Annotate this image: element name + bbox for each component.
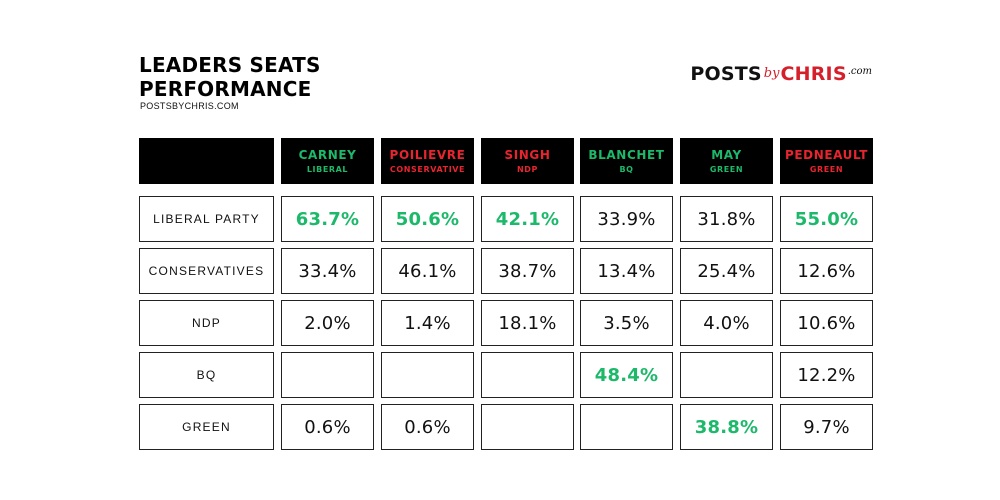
value-text: 0.6% (404, 416, 451, 438)
column-header-leader: MAY (711, 147, 742, 162)
value-cell-green-may: 38.8% (680, 404, 773, 450)
value-cell-liberal-party-blanchet: 33.9% (580, 196, 673, 242)
value-cell-conservatives-pedneault: 12.6% (780, 248, 873, 294)
value-cell-liberal-party-poilievre: 50.6% (381, 196, 474, 242)
title-line-1: LEADERS SEATS (139, 53, 321, 77)
value-text: 18.1% (498, 312, 557, 334)
value-text: 46.1% (398, 260, 457, 282)
page-title: LEADERS SEATS PERFORMANCE (139, 53, 399, 101)
value-cell-green-blanchet (580, 404, 673, 450)
value-text: 50.6% (395, 208, 460, 230)
value-cell-ndp-singh: 18.1% (481, 300, 574, 346)
column-header-leader: CARNEY (298, 147, 357, 162)
row-label-text: CONSERVATIVES (148, 264, 265, 278)
column-header-leader: SINGH (504, 147, 551, 162)
value-cell-bq-pedneault: 12.2% (780, 352, 873, 398)
value-cell-ndp-blanchet: 3.5% (580, 300, 673, 346)
value-cell-bq-poilievre (381, 352, 474, 398)
value-text: 38.8% (694, 416, 759, 438)
header-corner-cell (139, 138, 274, 184)
value-cell-ndp-pedneault: 10.6% (780, 300, 873, 346)
value-text: 2.0% (304, 312, 351, 334)
value-cell-bq-singh (481, 352, 574, 398)
logo-posts-text: POSTS (690, 63, 762, 85)
value-text: 1.4% (404, 312, 451, 334)
value-cell-liberal-party-may: 31.8% (680, 196, 773, 242)
row-label-text: BQ (196, 368, 217, 382)
value-cell-conservatives-singh: 38.7% (481, 248, 574, 294)
logo-chris-text: CHRIS (780, 63, 847, 85)
logo-by-text: by (763, 66, 780, 81)
value-text: 31.8% (697, 208, 756, 230)
column-header-party: LIBERAL (306, 164, 349, 174)
row-label-ndp: NDP (139, 300, 274, 346)
value-text: 48.4% (594, 364, 659, 386)
column-header-poilievre: POILIEVRE CONSERVATIVE (381, 138, 474, 184)
row-label-liberal-party: LIBERAL PARTY (139, 196, 274, 242)
column-header-leader: PEDNEAULT (784, 147, 869, 162)
value-text: 13.4% (597, 260, 656, 282)
value-text: 9.7% (803, 416, 850, 438)
column-header-party: GREEN (709, 164, 744, 174)
value-text: 4.0% (703, 312, 750, 334)
value-text: 12.2% (797, 364, 856, 386)
value-text: 25.4% (697, 260, 756, 282)
value-cell-conservatives-blanchet: 13.4% (580, 248, 673, 294)
column-header-leader: POILIEVRE (389, 147, 466, 162)
row-label-green: GREEN (139, 404, 274, 450)
value-cell-green-singh (481, 404, 574, 450)
value-cell-ndp-carney: 2.0% (281, 300, 374, 346)
value-cell-conservatives-carney: 33.4% (281, 248, 374, 294)
value-text: 10.6% (797, 312, 856, 334)
row-label-conservatives: CONSERVATIVES (139, 248, 274, 294)
value-cell-liberal-party-pedneault: 55.0% (780, 196, 873, 242)
value-text: 0.6% (304, 416, 351, 438)
brand-logo: POSTS by CHRIS .com (690, 63, 872, 89)
column-header-leader: BLANCHET (588, 147, 665, 162)
value-cell-green-poilievre: 0.6% (381, 404, 474, 450)
value-text: 38.7% (498, 260, 557, 282)
row-label-bq: BQ (139, 352, 274, 398)
column-header-may: MAY GREEN (680, 138, 773, 184)
value-cell-green-carney: 0.6% (281, 404, 374, 450)
value-text: 12.6% (797, 260, 856, 282)
value-cell-bq-may (680, 352, 773, 398)
column-header-party: BQ (619, 164, 634, 174)
row-label-text: NDP (192, 316, 221, 330)
value-cell-bq-carney (281, 352, 374, 398)
row-label-text: LIBERAL PARTY (153, 212, 260, 226)
value-cell-ndp-poilievre: 1.4% (381, 300, 474, 346)
column-header-carney: CARNEY LIBERAL (281, 138, 374, 184)
row-label-text: GREEN (182, 420, 231, 434)
value-cell-liberal-party-singh: 42.1% (481, 196, 574, 242)
value-cell-liberal-party-carney: 63.7% (281, 196, 374, 242)
value-cell-conservatives-may: 25.4% (680, 248, 773, 294)
value-cell-conservatives-poilievre: 46.1% (381, 248, 474, 294)
column-header-singh: SINGH NDP (481, 138, 574, 184)
column-header-party: CONSERVATIVE (389, 164, 466, 174)
value-text: 63.7% (295, 208, 360, 230)
value-text: 55.0% (794, 208, 859, 230)
value-cell-ndp-may: 4.0% (680, 300, 773, 346)
value-text: 3.5% (603, 312, 650, 334)
source-label: POSTSBYCHRIS.COM (140, 101, 239, 111)
title-line-2: PERFORMANCE (139, 77, 312, 101)
value-cell-bq-blanchet: 48.4% (580, 352, 673, 398)
column-header-party: NDP (517, 164, 538, 174)
column-header-party: GREEN (809, 164, 844, 174)
value-text: 33.4% (298, 260, 357, 282)
value-text: 42.1% (495, 208, 560, 230)
value-text: 33.9% (597, 208, 656, 230)
column-header-blanchet: BLANCHET BQ (580, 138, 673, 184)
value-cell-green-pedneault: 9.7% (780, 404, 873, 450)
logo-com-text: .com (847, 66, 872, 77)
column-header-pedneault: PEDNEAULT GREEN (780, 138, 873, 184)
